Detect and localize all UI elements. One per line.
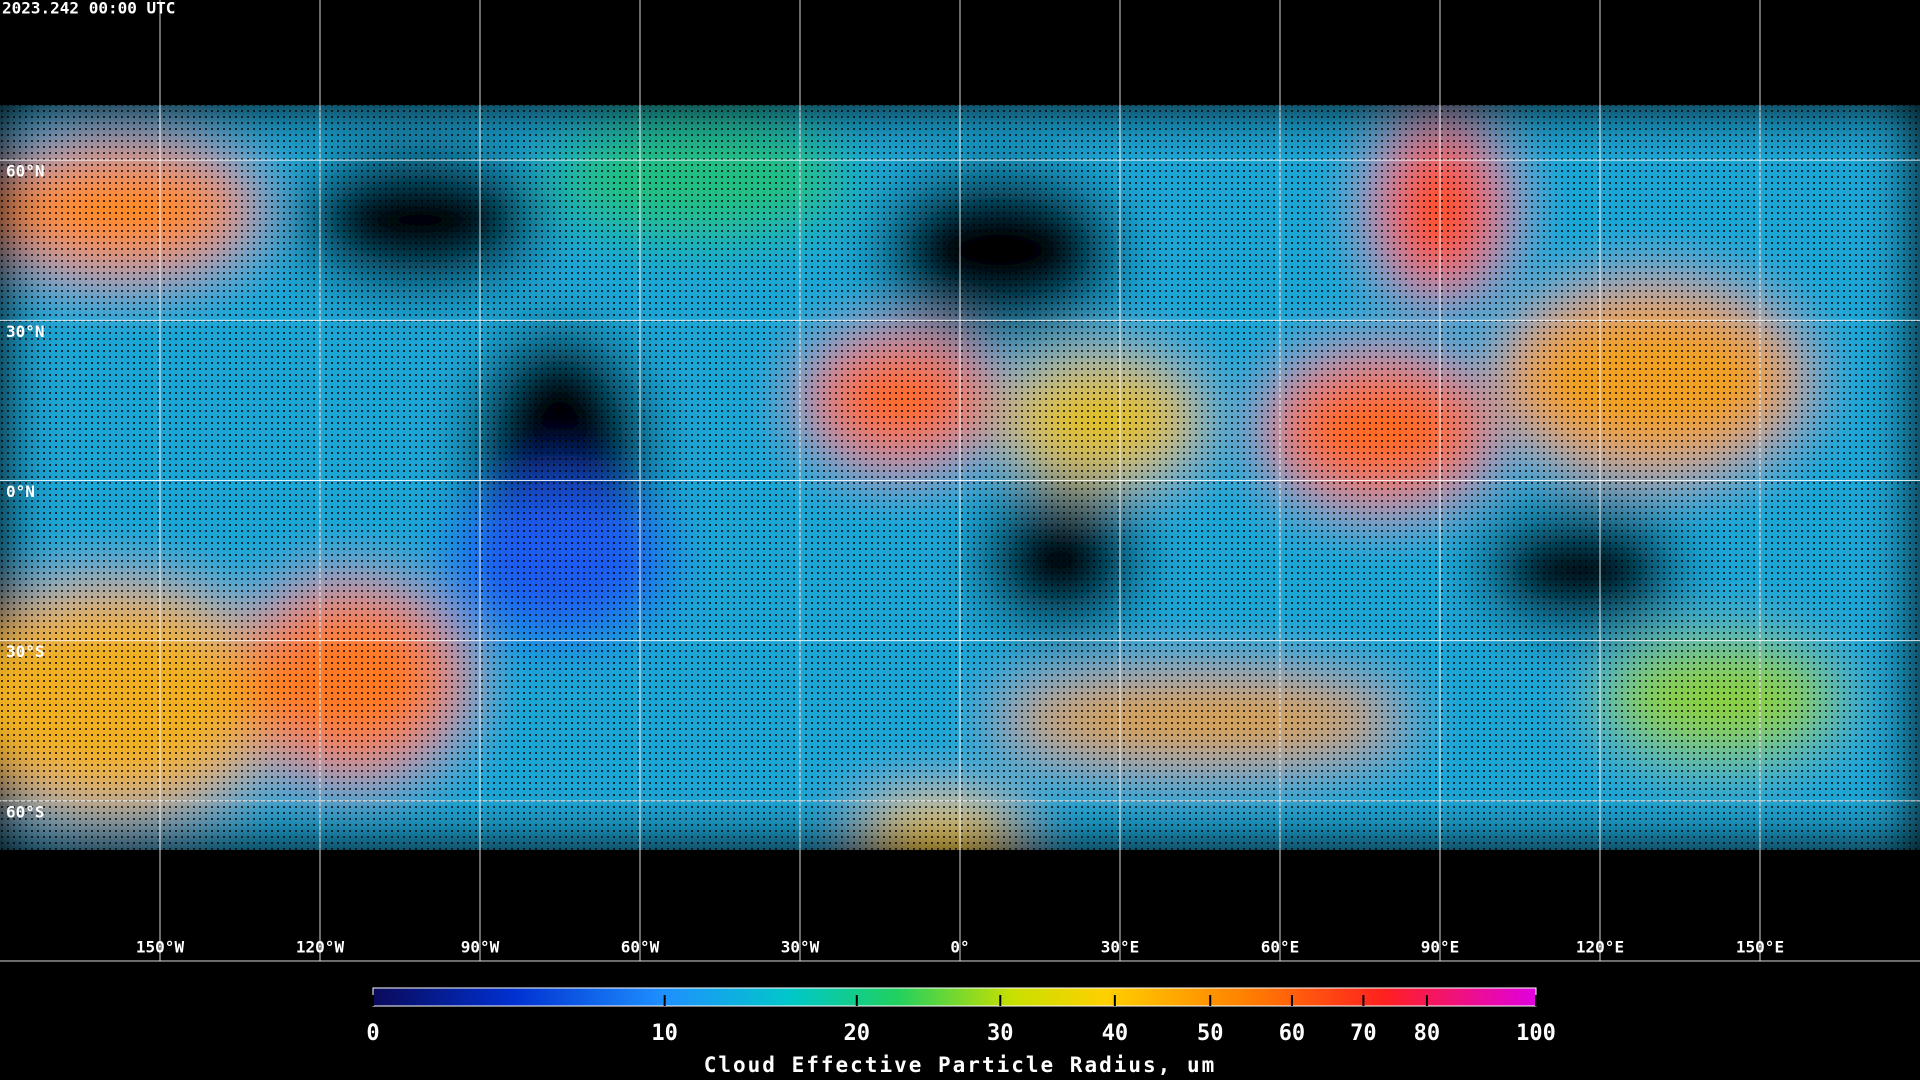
lat-label: 60°S	[6, 802, 45, 821]
lon-label: 60°E	[1261, 938, 1300, 957]
timestamp: 2023.242 00:00 UTC	[2, 0, 175, 18]
lon-label: 30°E	[1101, 938, 1140, 957]
colorbar-ticks: 0 10 20 30 40 50 60 70 80 100	[366, 995, 1556, 1046]
colorbar-tick-label: 50	[1197, 1021, 1224, 1046]
lon-label: 90°W	[461, 938, 500, 957]
colorbar	[372, 987, 1537, 1007]
lat-label: 30°N	[6, 322, 45, 341]
lon-label: 150°E	[1736, 938, 1784, 957]
lon-label: 120°W	[296, 938, 345, 957]
lon-label: 30°W	[781, 938, 820, 957]
lon-label: 120°E	[1576, 938, 1624, 957]
lat-label: 30°S	[6, 642, 45, 661]
lon-label: 150°W	[136, 938, 185, 957]
lat-label: 0°N	[6, 482, 35, 501]
colorbar-label: Cloud Effective Particle Radius, um	[704, 1053, 1217, 1077]
colorbar-tick-label: 40	[1102, 1021, 1129, 1046]
colorbar-tick-label: 80	[1414, 1021, 1441, 1046]
lon-label: 0°	[950, 938, 969, 957]
colorbar-tick-label: 0	[366, 1021, 379, 1046]
colorbar-tick-label: 60	[1279, 1021, 1306, 1046]
graticule: 150°W 120°W 90°W 60°W 30°W 0° 30°E 60°E 90°E 120°…	[0, 0, 1920, 962]
colorbar-tick-label: 10	[651, 1021, 678, 1046]
colorbar-tick-label: 70	[1350, 1021, 1377, 1046]
colorbar-tick-label: 20	[844, 1021, 871, 1046]
lat-label: 60°N	[6, 162, 45, 181]
colorbar-tick-label: 30	[987, 1021, 1014, 1046]
colorbar-tick-label: 100	[1516, 1021, 1556, 1046]
lon-label: 90°E	[1421, 938, 1460, 957]
lon-label: 60°W	[621, 938, 660, 957]
